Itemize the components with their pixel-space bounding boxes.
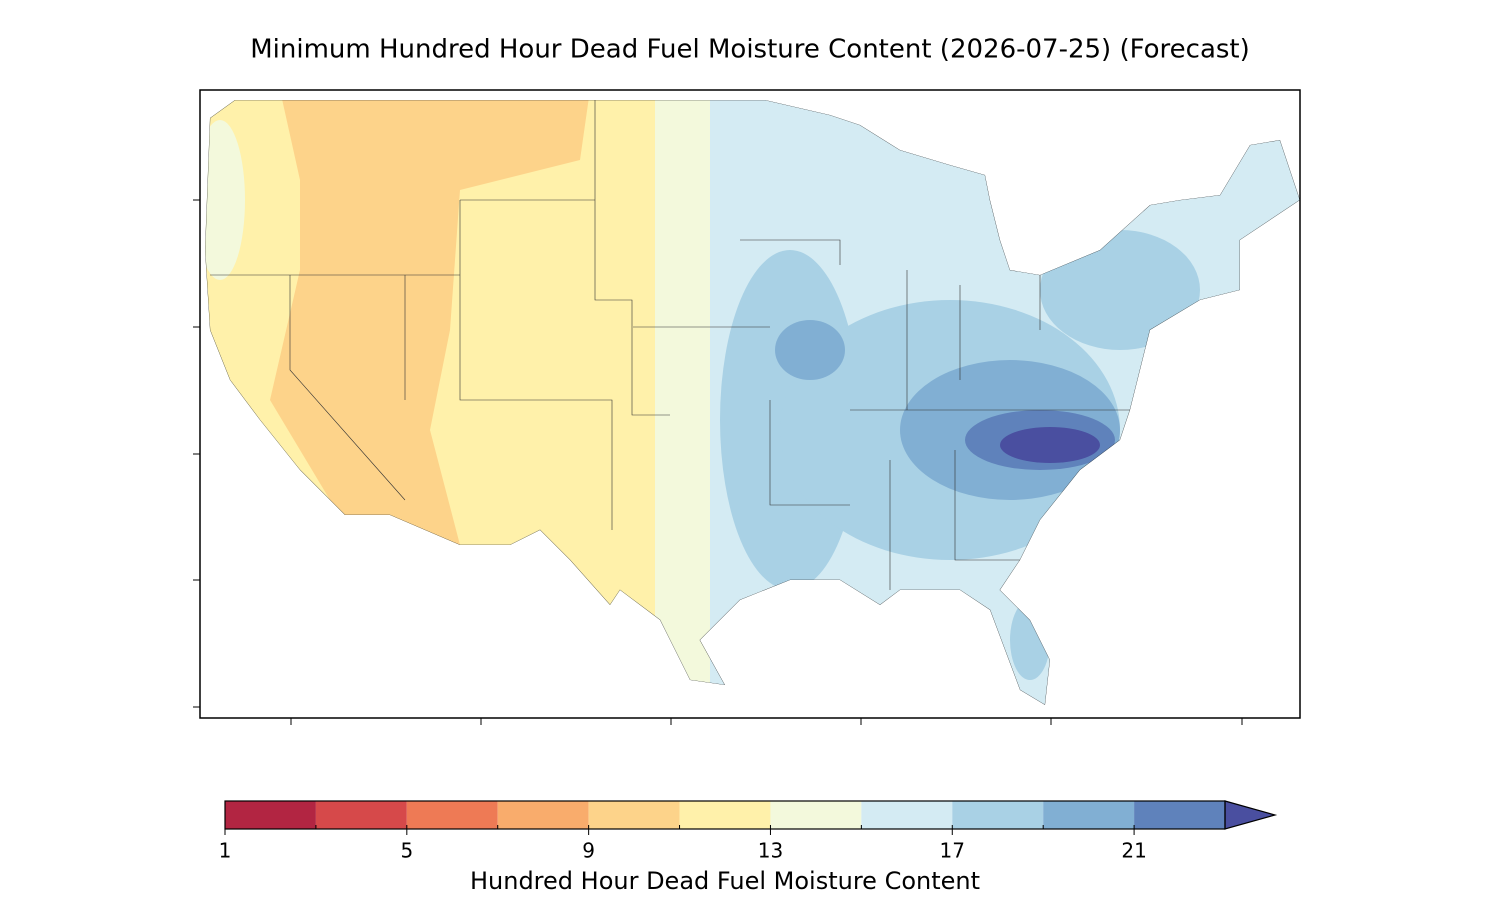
- map-frame: [199, 89, 1301, 719]
- colorbar-frame: [224, 800, 1226, 830]
- colorbar-segment: [406, 801, 498, 829]
- colorbar-segment: [497, 801, 589, 829]
- colorbar-tick-label: 17: [940, 839, 965, 863]
- colorbar-tick-label: 1: [219, 839, 232, 863]
- colorbar-segment: [679, 801, 771, 829]
- colorbar-tick-label: 13: [758, 839, 783, 863]
- colorbar-extend: [1224, 800, 1278, 830]
- title: Minimum Hundred Hour Dead Fuel Moisture …: [250, 35, 1250, 65]
- colorbar-segment: [315, 801, 407, 829]
- colorbar-segment: [1043, 801, 1135, 829]
- state-borders: [205, 100, 1300, 705]
- colorbar: 1 5 9 13 17 21: [219, 800, 1278, 863]
- colorbar-segment: [225, 801, 316, 829]
- colorbar-tick-label: 21: [1121, 839, 1146, 863]
- colorbar-segment: [952, 801, 1044, 829]
- map-fill: [205, 100, 1300, 705]
- colorbar-segment: [588, 801, 680, 829]
- colorbar-tick-label: 9: [582, 839, 595, 863]
- colorbar-label: Hundred Hour Dead Fuel Moisture Content: [470, 867, 980, 895]
- colorbar-segment: [770, 801, 862, 829]
- colorbar-segment: [861, 801, 953, 829]
- colorbar-segment: [1134, 801, 1225, 829]
- axis-ticks: [193, 199, 1243, 725]
- colorbar-tick-label: 5: [400, 839, 413, 863]
